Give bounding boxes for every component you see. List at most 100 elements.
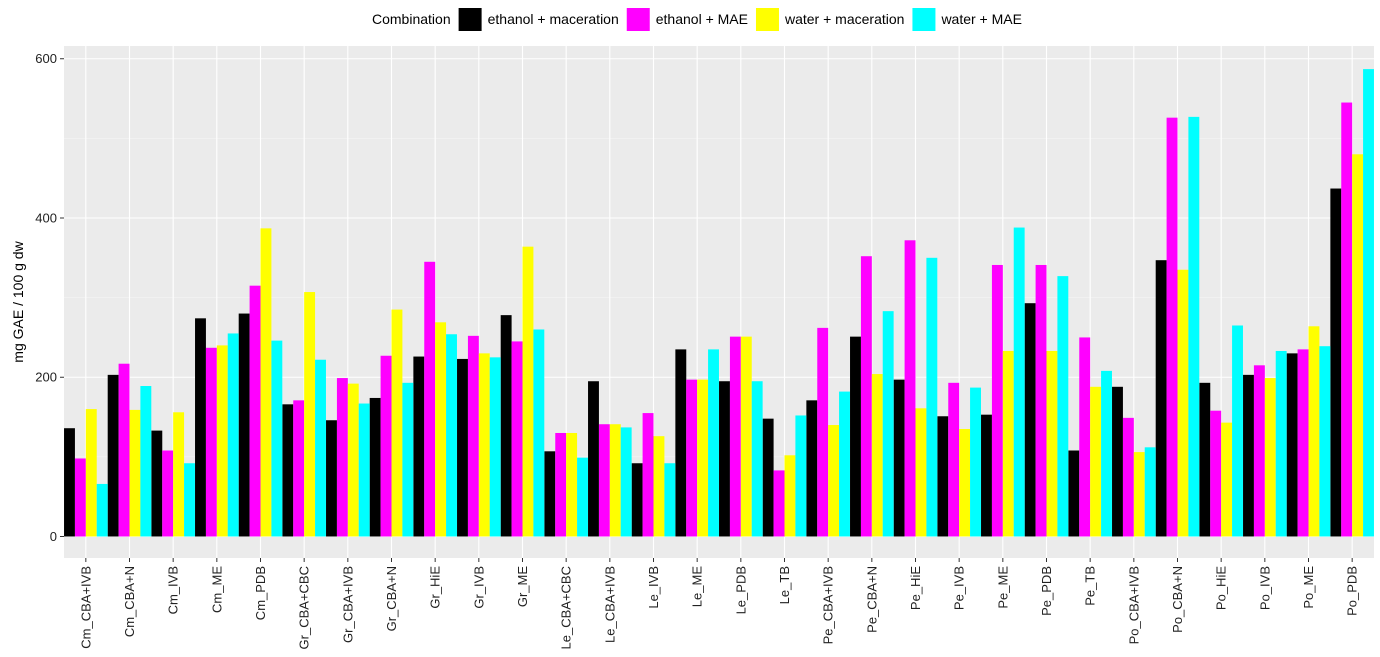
bar: [1090, 386, 1102, 537]
bar: [620, 427, 632, 537]
bar: [85, 409, 97, 537]
bar: [195, 318, 206, 537]
y-axis: 0 200 400 600: [35, 51, 64, 544]
legend-key: [912, 8, 936, 31]
bar: [675, 349, 687, 537]
y-tick-label: 600: [35, 51, 57, 66]
x-tick-label: Pe_HiE: [908, 566, 923, 610]
x-tick-label: Cm_PDB: [253, 566, 268, 620]
bar: [216, 345, 228, 537]
bar: [642, 413, 654, 537]
bar: [118, 363, 130, 537]
bar: [282, 404, 294, 537]
bar: [478, 353, 490, 537]
x-tick-label: Pe_TB: [1083, 566, 1098, 606]
bar: [435, 322, 447, 537]
bar: [1101, 370, 1112, 537]
x-tick-label: Pe_ME: [995, 566, 1010, 609]
bar: [1046, 350, 1058, 537]
bar: [96, 483, 108, 537]
bar: [828, 425, 840, 537]
bar: [970, 387, 981, 537]
x-tick-label: Gr_HiE: [428, 566, 443, 609]
bar: [795, 415, 807, 537]
bar: [511, 341, 523, 537]
bar: [1297, 349, 1309, 537]
bar: [893, 379, 905, 537]
bar: [1308, 326, 1320, 537]
x-tick-label: Gr_IVB: [471, 566, 486, 609]
x-tick-label: Pe_CBA+IVB: [821, 566, 836, 644]
bar: [1330, 188, 1342, 537]
bar: [74, 458, 86, 537]
bar: [1319, 346, 1331, 537]
bar: [708, 349, 719, 537]
bar: [566, 432, 578, 537]
bar: [839, 391, 850, 537]
legend-title: Combination: [372, 11, 451, 27]
x-tick-label: Pe_PDB: [1039, 566, 1054, 616]
x-tick-label: Po_PDB: [1345, 566, 1360, 616]
y-axis-title: mg GAE / 100 g dw: [10, 240, 26, 362]
bar: [522, 246, 534, 537]
bar: [1024, 303, 1036, 537]
bar: [1002, 350, 1014, 537]
x-tick-label: Le_CBA+CBC: [559, 566, 574, 649]
x-tick-label: Cm_CBA+IVB: [78, 566, 93, 649]
x-tick-label: Po_HiE: [1214, 566, 1229, 610]
bar: [991, 264, 1003, 537]
bar: [315, 359, 326, 537]
bar: [1057, 276, 1069, 537]
bar: [598, 424, 610, 537]
bar: [151, 430, 163, 537]
bar: [184, 463, 195, 537]
bar: [500, 315, 512, 537]
bar: [380, 355, 392, 537]
bar: [1253, 365, 1265, 537]
bar: [959, 429, 971, 537]
bar: [260, 228, 272, 537]
bar: [1155, 260, 1167, 537]
x-tick-label: Le_IVB: [646, 566, 661, 609]
bar: [1068, 450, 1080, 537]
bar: [107, 374, 119, 537]
bar: [489, 357, 501, 537]
bar: [1221, 422, 1233, 537]
bar: [64, 428, 75, 537]
bar: [1232, 325, 1243, 537]
bar: [1133, 452, 1145, 537]
x-tick-label: Po_ME: [1301, 566, 1316, 609]
bar: [1275, 350, 1287, 537]
bar: [686, 379, 698, 537]
bar: [588, 381, 599, 537]
bar: [1144, 447, 1156, 537]
bar: [1112, 386, 1123, 537]
bar: [850, 336, 861, 537]
y-tick-label: 400: [35, 210, 57, 225]
x-tick-label: Gr_CBA+CBC: [297, 566, 312, 649]
x-tick-label: Pe_IVB: [952, 566, 967, 610]
bar: [871, 374, 883, 537]
y-tick-label: 200: [35, 370, 57, 385]
bar: [806, 400, 818, 537]
x-tick-label: Po_CBA+IVB: [1126, 566, 1141, 644]
bar: [609, 424, 621, 537]
bar: [1035, 264, 1047, 537]
bar: [937, 416, 949, 537]
bar: [140, 386, 152, 537]
bar: [446, 334, 457, 537]
x-tick-label: Gr_ME: [515, 566, 530, 608]
bar: [205, 347, 217, 537]
bar: [544, 451, 556, 537]
bar: [1199, 382, 1211, 537]
x-tick-label: Po_IVB: [1257, 566, 1272, 610]
bar: [653, 436, 665, 537]
bar: [413, 356, 425, 537]
bar: [860, 256, 872, 537]
legend-key: [458, 8, 482, 31]
x-tick-label: Po_CBA+N: [1170, 566, 1185, 633]
y-tick-label: 0: [50, 529, 57, 544]
bar: [1341, 102, 1353, 537]
bar: [926, 257, 938, 537]
legend-key: [755, 8, 779, 31]
